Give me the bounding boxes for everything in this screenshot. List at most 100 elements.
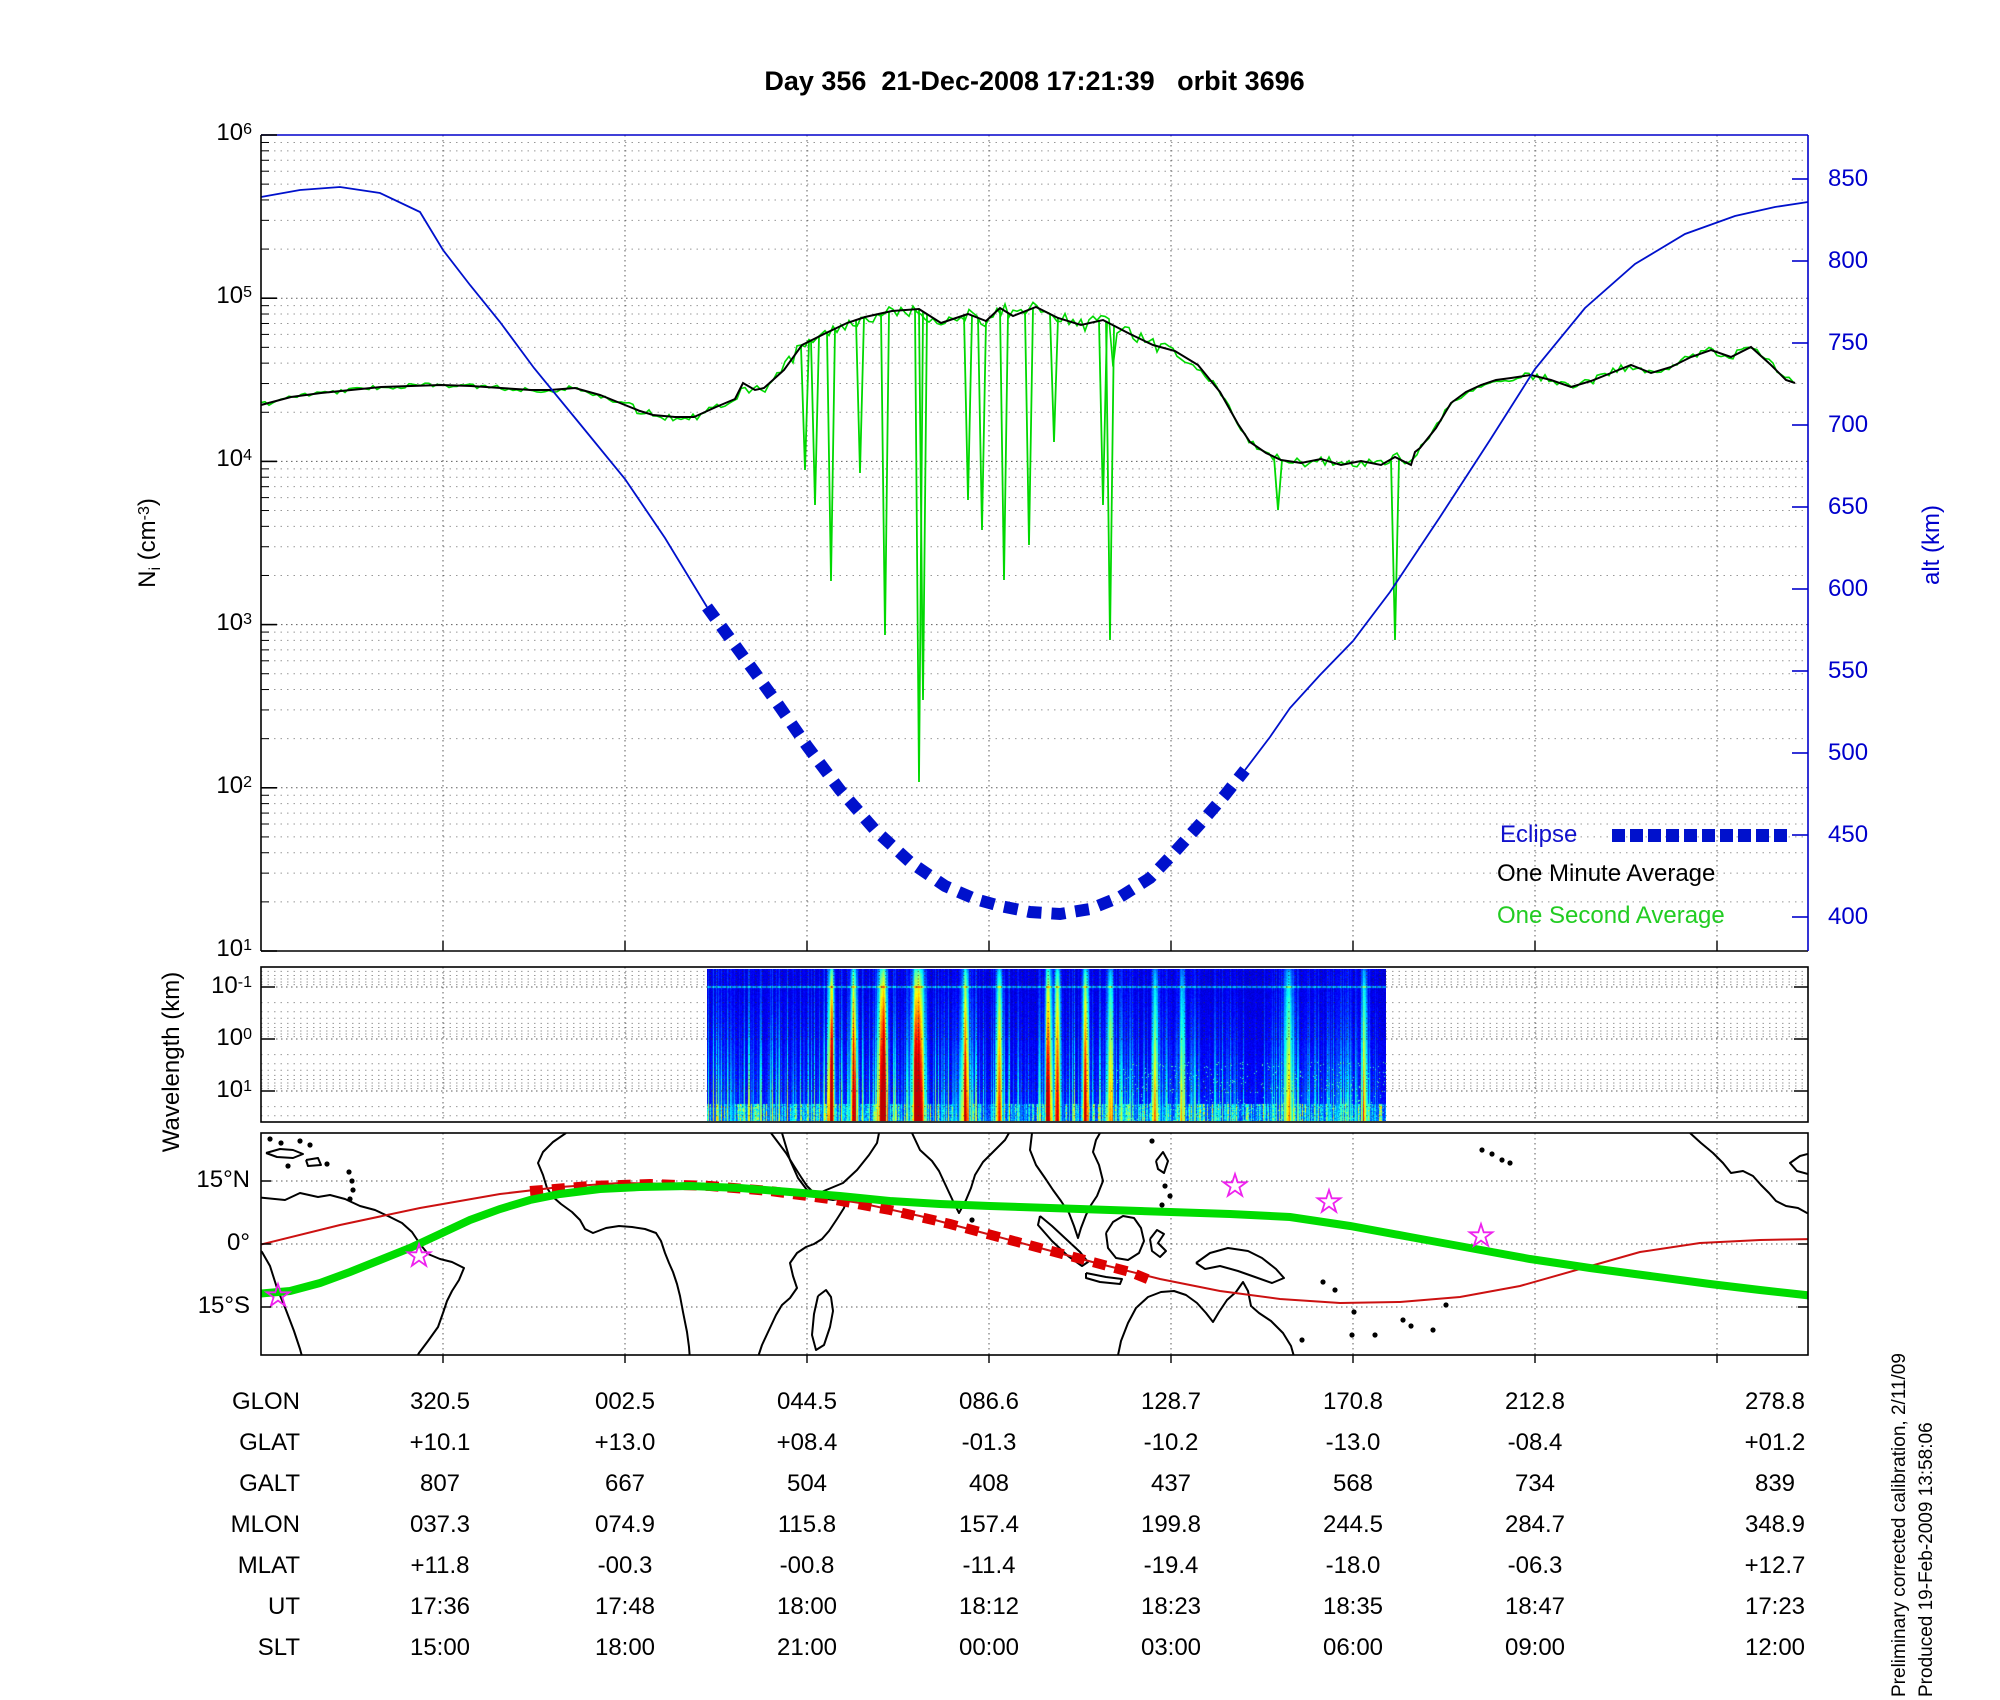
table-cell: 09:00 (1504, 1634, 1566, 1661)
table-cell: 12:00 (1744, 1634, 1806, 1661)
island-dot (324, 1161, 330, 1167)
island-dot (1299, 1337, 1305, 1343)
island-dot (1332, 1287, 1338, 1293)
coastline (1117, 1281, 1295, 1355)
table-cell: -00.3 (597, 1552, 653, 1579)
table-cell: 437 (1150, 1470, 1192, 1497)
ground-station-star (404, 1241, 434, 1269)
table-cell: 002.5 (594, 1388, 656, 1415)
table-cell: 157.4 (958, 1511, 1020, 1538)
coastline (1789, 1152, 1808, 1176)
coastline (1105, 1215, 1145, 1261)
density-tick-label: 103 (216, 608, 252, 636)
island-dot (1372, 1332, 1378, 1338)
island-dot (347, 1196, 353, 1202)
one-second-spike (810, 336, 820, 506)
coastline (261, 1192, 465, 1355)
island-dot (297, 1138, 303, 1144)
legend-eclipse-dash-swatch (1684, 829, 1697, 842)
one-minute-average-curve (260, 305, 1796, 467)
one-second-spike (880, 311, 890, 636)
one-second-spike (855, 317, 865, 474)
altitude-tick-label: 500 (1828, 739, 1869, 766)
altitude-tick-label: 400 (1828, 903, 1869, 930)
legend-eclipse-dash-swatch (1666, 829, 1679, 842)
coastline (811, 1289, 834, 1351)
legend-eclipse-dash-swatch (1612, 829, 1625, 842)
table-row-label: UT (268, 1593, 300, 1620)
page-title: Day 356 21-Dec-2008 17:21:39 orbit 3696 (764, 66, 1305, 96)
table-cell: 18:12 (958, 1593, 1020, 1620)
table-cell: +10.1 (409, 1429, 471, 1456)
map-latitude-label: 15°S (197, 1292, 250, 1319)
map-content (261, 1133, 1808, 1355)
table-cell: -11.4 (962, 1552, 1016, 1579)
one-second-spike (914, 309, 924, 783)
table-cell: -18.0 (1325, 1552, 1381, 1579)
one-second-spike (1098, 320, 1108, 506)
table-row-label: MLON (230, 1511, 300, 1538)
coastline (781, 1133, 880, 1194)
density-tick-label: 106 (216, 119, 252, 146)
coastline (1037, 1215, 1089, 1267)
coastline (1029, 1133, 1104, 1239)
coastline (1085, 1272, 1123, 1285)
table-cell: 18:23 (1140, 1593, 1202, 1620)
one-second-spike (1390, 458, 1400, 641)
one-second-spike (963, 315, 973, 501)
island-dot (1159, 1202, 1165, 1208)
table-cell: 278.8 (1744, 1388, 1806, 1415)
table-cell: 734 (1514, 1470, 1556, 1497)
table-cell: 037.3 (409, 1511, 471, 1538)
wavelength-tick-label: 100 (216, 1024, 252, 1051)
island-dot (969, 1217, 975, 1223)
altitude-tick-label: 650 (1828, 493, 1869, 520)
table-cell: 074.9 (594, 1511, 656, 1538)
legend-eclipse-dash-swatch (1756, 829, 1769, 842)
island-dot (1167, 1193, 1173, 1199)
island-dot (1430, 1327, 1436, 1333)
wavelength-spectrogram-heatmap (707, 969, 1386, 1121)
table-cell: -00.8 (779, 1552, 835, 1579)
table-cell: -10.2 (1143, 1429, 1199, 1456)
table-cell: 504 (786, 1470, 828, 1497)
one-second-spike (1049, 313, 1059, 443)
ground-station-star (1466, 1221, 1496, 1249)
table-cell: +01.2 (1744, 1429, 1806, 1456)
island-dot (1507, 1160, 1513, 1166)
table-cell: 408 (968, 1470, 1010, 1497)
legend-eclipse-dash-swatch (1774, 829, 1787, 842)
legend-eclipse-dash-swatch (1720, 829, 1733, 842)
table-cell: 17:23 (1744, 1593, 1806, 1620)
one-second-spike (826, 328, 836, 582)
table-cell: -19.4 (1143, 1552, 1199, 1579)
map-latitude-label: 0° (227, 1229, 250, 1256)
coastline (261, 1249, 303, 1355)
island-dot (350, 1187, 356, 1193)
table-cell: 839 (1754, 1470, 1796, 1497)
island-dot (1499, 1157, 1505, 1163)
footnote-line2: Produced 19-Feb-2009 13:58:06 (1916, 1422, 1937, 1697)
table-row-label: MLAT (237, 1552, 300, 1579)
island-dot (307, 1142, 313, 1148)
table-cell: 667 (604, 1470, 646, 1497)
one-second-spike (977, 317, 987, 531)
table-cell: 170.8 (1322, 1388, 1384, 1415)
magnetic-equator-track (261, 1181, 1808, 1305)
table-cell: 807 (419, 1470, 461, 1497)
coastline (305, 1157, 322, 1167)
island-dot (349, 1178, 355, 1184)
legend-one-second-label: One Second Average (1497, 902, 1725, 929)
production-footnote: Preliminary corrected calibration, 2/11/… (1886, 1353, 1940, 1697)
altitude-tick-label: 600 (1828, 575, 1869, 602)
legend-eclipse-dash-swatch (1738, 829, 1751, 842)
table-cell: +13.0 (594, 1429, 656, 1456)
table-cell: 086.6 (958, 1388, 1020, 1415)
wavelength-axis-label: Wavelength (km) (158, 971, 185, 1153)
table-cell: 284.7 (1504, 1511, 1566, 1538)
table-cell: +08.4 (776, 1429, 838, 1456)
table-cell: -06.3 (1507, 1552, 1563, 1579)
legend-one-minute-label: One Minute Average (1497, 860, 1716, 887)
density-tick-label: 105 (216, 282, 252, 310)
